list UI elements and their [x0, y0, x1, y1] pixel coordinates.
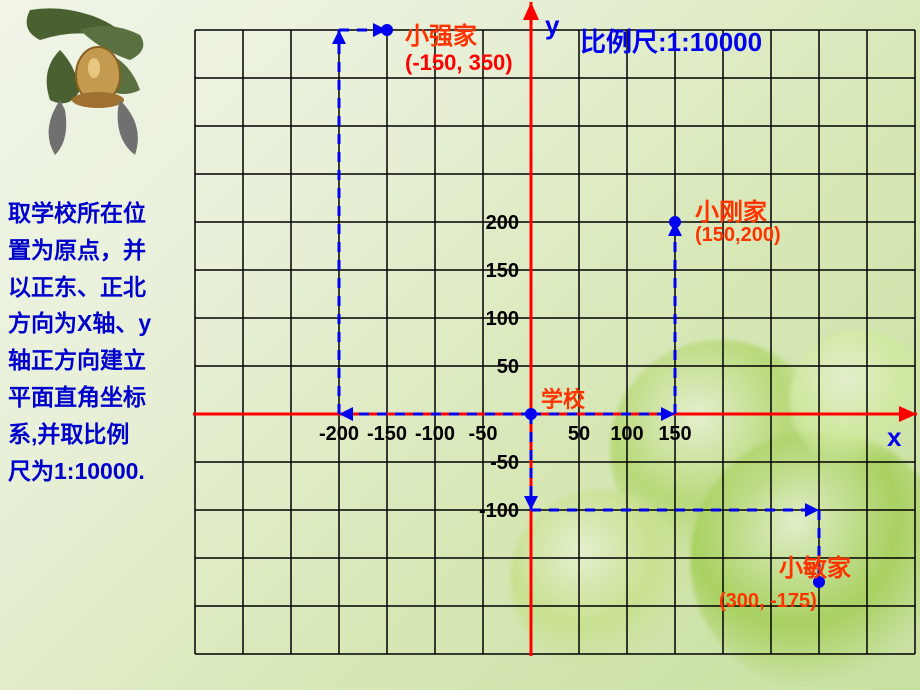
- axis-x-label: x: [887, 422, 901, 453]
- svg-text:200: 200: [486, 212, 519, 234]
- coord-xiaomin: (300, -175): [719, 590, 817, 613]
- svg-text:-50: -50: [469, 423, 498, 445]
- axis-y-label: y: [545, 10, 559, 41]
- svg-text:150: 150: [486, 260, 519, 282]
- svg-text:-200: -200: [319, 423, 359, 445]
- svg-text:150: 150: [658, 423, 691, 445]
- label-school: 学校: [541, 382, 585, 414]
- svg-text:-150: -150: [367, 423, 407, 445]
- label-xiaomin: 小敏家: [779, 548, 851, 583]
- svg-text:-100: -100: [415, 423, 455, 445]
- svg-text:100: 100: [486, 308, 519, 330]
- svg-text:50: 50: [568, 423, 590, 445]
- svg-text:-50: -50: [490, 452, 519, 474]
- scale-title: 比例尺:1:10000: [580, 22, 762, 59]
- description-paragraph: 取学校所在位置为原点，并以正东、正北方向为X轴、y轴正方向建立平面直角坐标系,并…: [8, 195, 151, 489]
- svg-text:50: 50: [497, 356, 519, 378]
- svg-text:100: 100: [610, 423, 643, 445]
- coord-xiaogang: (150,200): [695, 224, 781, 247]
- label-xiaogang: 小刚家: [695, 192, 767, 227]
- label-xiaoqiang: 小强家: [405, 16, 477, 51]
- svg-text:-100: -100: [479, 500, 519, 522]
- coord-xiaoqiang: (-150, 350): [405, 50, 513, 76]
